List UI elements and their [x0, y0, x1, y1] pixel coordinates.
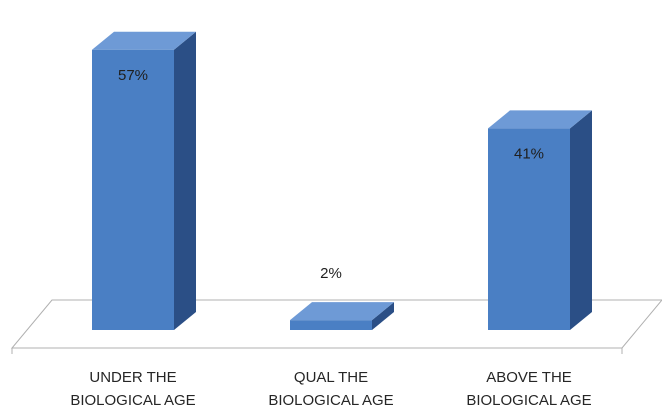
category-label-3-line-1: ABOVE THE: [486, 369, 572, 386]
data-label-2: 2%: [320, 265, 342, 282]
category-label-1-line-1: UNDER THE: [89, 369, 176, 386]
category-labels-group: UNDER THE BIOLOGICAL AGE QUAL THE BIOLOGICA…: [70, 369, 591, 409]
category-label-3-line-2: BIOLOGICAL AGE: [466, 392, 591, 409]
data-label-1: 57%: [118, 67, 148, 84]
bar-side-face: [174, 31, 196, 330]
bar-top-face: [92, 31, 196, 50]
category-label-2-line-1: QUAL THE: [294, 369, 368, 386]
bar-side-face: [372, 302, 394, 330]
bar-top-face: [290, 302, 394, 321]
category-label-1-line-2: BIOLOGICAL AGE: [70, 392, 195, 409]
bar-side-face: [570, 110, 592, 331]
bar-front-face: [488, 128, 570, 330]
bar-1: [92, 31, 196, 330]
bar-2: [290, 302, 394, 330]
bar-front-face: [290, 320, 372, 330]
bar-3: [488, 110, 592, 331]
bar-front-face: [92, 49, 174, 330]
data-labels-group: 57% 2% 41%: [118, 67, 544, 282]
bars-group: [92, 31, 592, 331]
data-label-3: 41%: [514, 145, 544, 162]
bar-top-face: [488, 110, 592, 129]
category-label-2-line-2: BIOLOGICAL AGE: [268, 392, 393, 409]
